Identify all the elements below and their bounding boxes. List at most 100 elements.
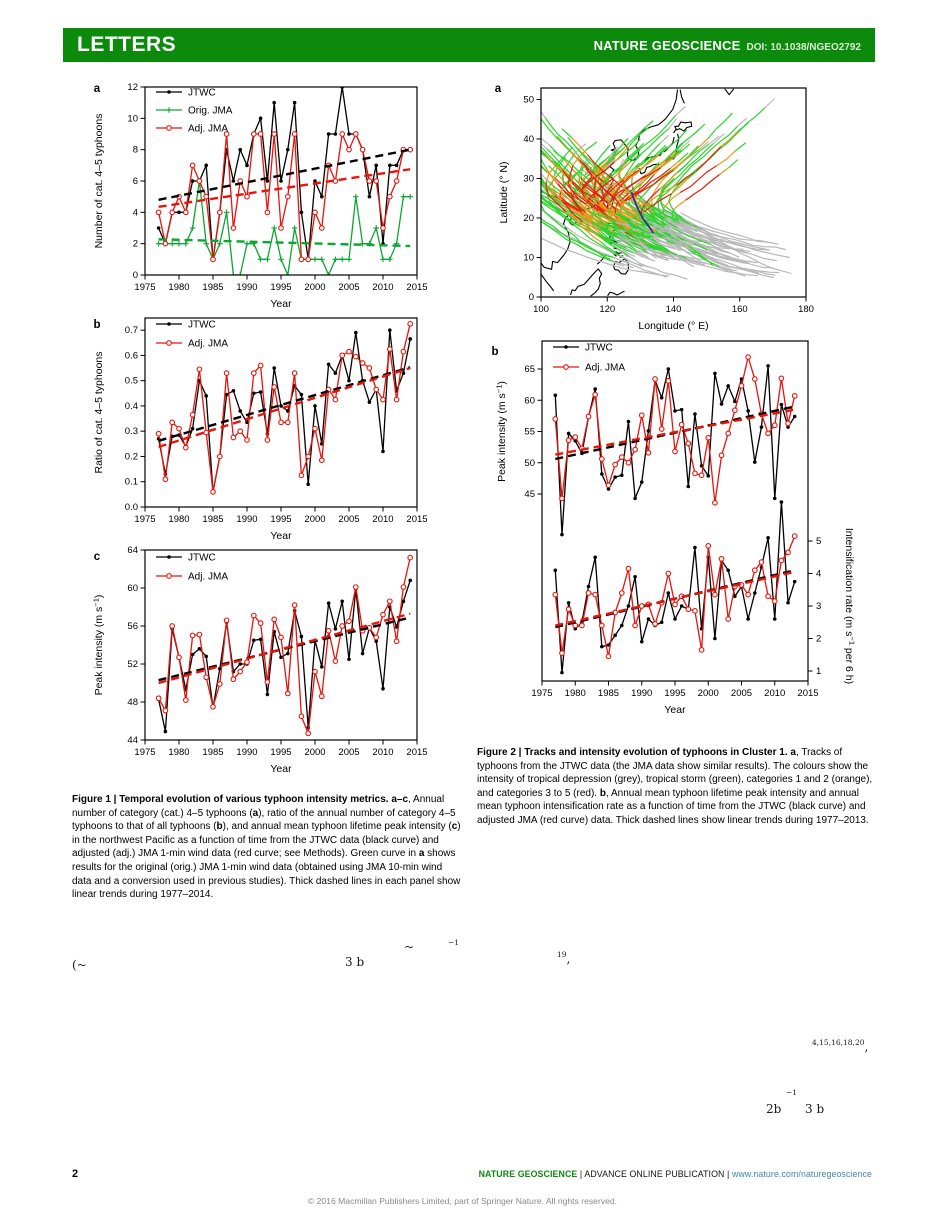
fig2a-svg: 100 120 140 160 180 0 10 20 30 40 50 Longitude (° E… bbox=[495, 83, 814, 332]
trend-line bbox=[158, 238, 411, 248]
svg-text:8: 8 bbox=[133, 145, 138, 156]
svg-text:4: 4 bbox=[133, 207, 138, 218]
svg-text:2: 2 bbox=[133, 239, 138, 250]
fig1c-data bbox=[155, 554, 414, 737]
residual-fragment: 19, bbox=[557, 950, 571, 966]
series-orig.-jma bbox=[155, 178, 413, 275]
svg-text:1980: 1980 bbox=[565, 688, 586, 699]
footer-journal-url[interactable]: www.nature.com/naturegeoscience bbox=[731, 1169, 872, 1179]
residual-fragment: 3 b bbox=[805, 1102, 825, 1116]
svg-text:1985: 1985 bbox=[202, 514, 223, 525]
fig1a-data bbox=[155, 87, 414, 275]
svg-text:2010: 2010 bbox=[372, 747, 393, 758]
svg-text:10: 10 bbox=[523, 252, 534, 263]
typhoon-tracks bbox=[541, 98, 792, 280]
svg-text:0: 0 bbox=[133, 270, 138, 281]
fig1b-frame bbox=[144, 317, 418, 508]
svg-text:a: a bbox=[495, 83, 502, 95]
svg-text:2015: 2015 bbox=[797, 688, 818, 699]
fig2b-plot-area: 1975 1980 1985 1990 1995 2000 2005 2010 20154550… bbox=[524, 354, 821, 699]
svg-text:2000: 2000 bbox=[304, 282, 325, 293]
svg-text:Year: Year bbox=[270, 298, 292, 310]
svg-text:2000: 2000 bbox=[304, 514, 325, 525]
svg-text:45: 45 bbox=[524, 489, 535, 500]
svg-text:50: 50 bbox=[524, 458, 535, 469]
svg-text:Peak intensity (m s−1): Peak intensity (m s−1) bbox=[495, 381, 509, 482]
svg-text:Number of cat. 4–5 typhoons: Number of cat. 4–5 typhoons bbox=[93, 114, 105, 249]
svg-text:Peak intensity (m s−1): Peak intensity (m s−1) bbox=[92, 595, 106, 696]
svg-text:60: 60 bbox=[127, 583, 138, 594]
svg-text:2005: 2005 bbox=[338, 747, 359, 758]
svg-text:1975: 1975 bbox=[134, 747, 155, 758]
fig2b-svg: 1975 1980 1985 1990 1995 2000 2005 2010 20154550… bbox=[491, 340, 857, 716]
svg-text:50: 50 bbox=[523, 94, 534, 105]
svg-text:JTWC: JTWC bbox=[188, 553, 216, 564]
figure1-caption-title: Figure 1 | Temporal evolution of various… bbox=[72, 794, 389, 805]
fig2b-frame bbox=[541, 340, 809, 682]
svg-text:Ratio of cat. 4–5 typhoons: Ratio of cat. 4–5 typhoons bbox=[93, 352, 105, 474]
svg-text:1975: 1975 bbox=[531, 688, 552, 699]
svg-text:52: 52 bbox=[127, 659, 138, 670]
svg-text:a: a bbox=[94, 83, 101, 95]
trend-line bbox=[158, 168, 411, 209]
trend-line bbox=[158, 148, 411, 201]
series-adj.-jma-rate bbox=[552, 533, 798, 660]
trend-line bbox=[555, 570, 795, 627]
series-jtwc-rate bbox=[553, 500, 797, 675]
svg-text:100: 100 bbox=[533, 304, 549, 315]
fig1a-legend: JTWC Orig. JMA Adj. JMA bbox=[156, 88, 233, 135]
fig1b-plot-area: 1975 1980 1985 1990 1995 2000 2005 2010 2015 0.0 0… bbox=[125, 320, 428, 525]
series-jtwc bbox=[156, 578, 413, 734]
section-label: LETTERS bbox=[77, 33, 177, 56]
fig1a-frame bbox=[144, 86, 418, 276]
svg-text:1990: 1990 bbox=[236, 282, 257, 293]
figure2-panel-b-chart: 1975 1980 1985 1990 1995 2000 2005 2010 2015 45 50… bbox=[465, 325, 910, 723]
svg-text:1980: 1980 bbox=[168, 282, 189, 293]
journal-header: NATURE GEOSCIENCE DOI: 10.1038/NGEO2792 bbox=[594, 38, 861, 53]
fig1c-plot-area: 1975 1980 1985 1990 1995 2000 2005 2010 2015 44 48… bbox=[127, 545, 427, 758]
svg-text:2010: 2010 bbox=[372, 514, 393, 525]
footer-journal-name: NATURE GEOSCIENCE bbox=[478, 1169, 578, 1179]
header-bar: LETTERS NATURE GEOSCIENCE DOI: 10.1038/N… bbox=[63, 28, 875, 62]
svg-text:30: 30 bbox=[523, 173, 534, 184]
svg-text:55: 55 bbox=[524, 427, 535, 438]
svg-text:Latitude (° N): Latitude (° N) bbox=[498, 162, 510, 224]
fig2a-data bbox=[541, 88, 792, 297]
series-jtwc bbox=[156, 328, 413, 494]
fig1a-plot-area: 1975 1980 1985 1990 1995 2000 2005 2010 2015 0 2 4 6… bbox=[127, 82, 427, 293]
trend-line bbox=[158, 366, 411, 442]
svg-text:65: 65 bbox=[524, 364, 535, 375]
svg-text:120: 120 bbox=[599, 304, 615, 315]
svg-text:Intensification rate (m s−1 pe: Intensification rate (m s−1 per 6 h) bbox=[843, 528, 857, 684]
footer-text: ADVANCE ONLINE PUBLICATION bbox=[584, 1169, 725, 1179]
svg-text:Longitude (° E): Longitude (° E) bbox=[638, 320, 708, 332]
copyright-line: © 2016 Macmillan Publishers Limited, par… bbox=[307, 1196, 618, 1206]
svg-text:2005: 2005 bbox=[338, 282, 359, 293]
svg-text:1990: 1990 bbox=[236, 514, 257, 525]
svg-text:3: 3 bbox=[816, 601, 821, 612]
svg-text:1975: 1975 bbox=[134, 282, 155, 293]
fig1b-legend: JTWC Adj. JMA bbox=[156, 320, 228, 350]
svg-text:2010: 2010 bbox=[372, 282, 393, 293]
svg-text:5: 5 bbox=[816, 536, 821, 547]
svg-text:1985: 1985 bbox=[202, 747, 223, 758]
svg-text:2005: 2005 bbox=[731, 688, 752, 699]
footer-text: | bbox=[577, 1169, 585, 1179]
svg-text:2015: 2015 bbox=[406, 282, 427, 293]
svg-text:140: 140 bbox=[666, 304, 682, 315]
svg-text:JTWC: JTWC bbox=[585, 343, 613, 354]
svg-text:b: b bbox=[93, 319, 100, 331]
svg-text:0.4: 0.4 bbox=[125, 401, 138, 412]
footer-text: | bbox=[724, 1169, 732, 1179]
fig2a-frame bbox=[540, 87, 807, 298]
trend-line bbox=[158, 616, 411, 682]
residual-fragment: 3 b bbox=[345, 955, 365, 969]
fig1b-svg: 1975 1980 1985 1990 1995 2000 2005 2010 2015 0.0 0… bbox=[93, 317, 428, 542]
svg-text:Adj. JMA: Adj. JMA bbox=[188, 124, 228, 135]
svg-text:2000: 2000 bbox=[698, 688, 719, 699]
svg-text:12: 12 bbox=[127, 82, 138, 93]
svg-text:Adj. JMA: Adj. JMA bbox=[188, 339, 228, 350]
svg-text:1995: 1995 bbox=[664, 688, 685, 699]
trend-line bbox=[158, 366, 411, 449]
svg-text:1980: 1980 bbox=[168, 747, 189, 758]
